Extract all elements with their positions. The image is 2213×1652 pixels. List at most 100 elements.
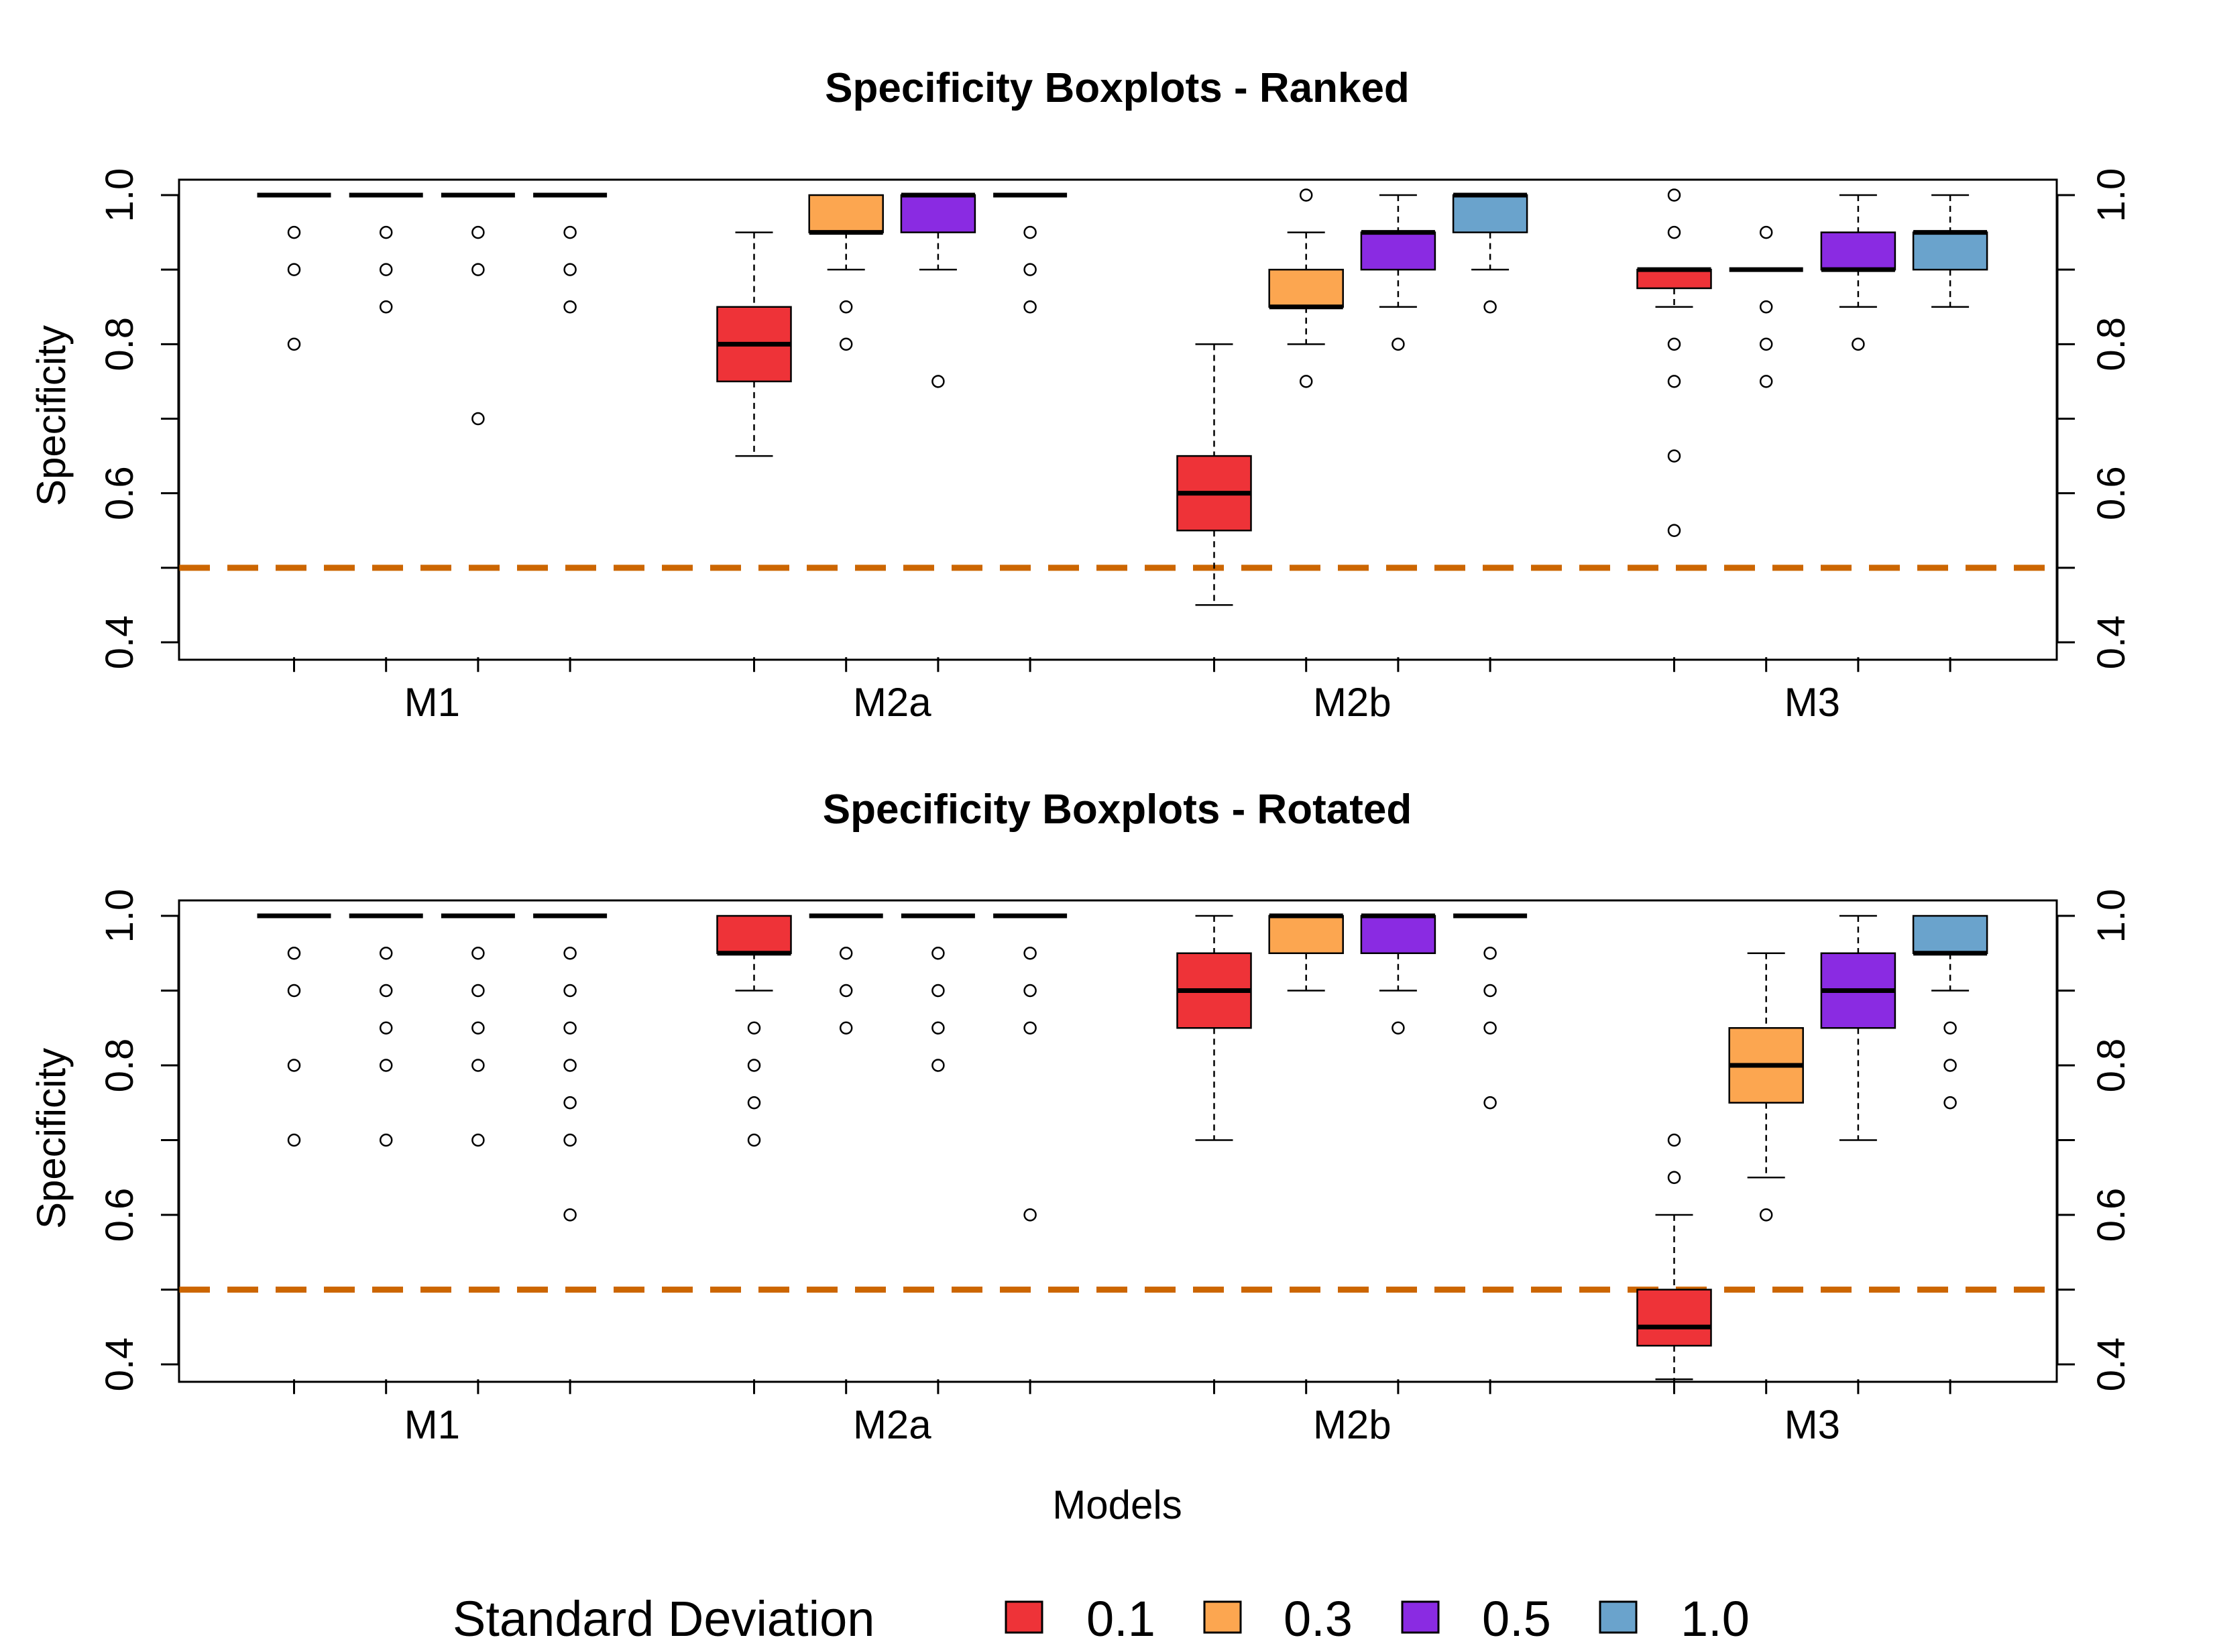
rotated-x-axis-label: Models: [1052, 1482, 1182, 1527]
box-M1-sd-0.5: [441, 913, 515, 1147]
outlier-point: [379, 1059, 393, 1072]
box-M3-sd-0.3: [1729, 225, 1803, 388]
legend-swatch-0.3: [1203, 1600, 1242, 1634]
outlier-point: [287, 263, 301, 276]
box-M2a-sd-0.3: [809, 913, 883, 1035]
legend-entry: 0.3: [1203, 1591, 1353, 1647]
box-M2a-sd-0.5: [900, 192, 976, 388]
outlier-point: [1483, 1021, 1497, 1035]
left-axis-tick-label: 0.6: [98, 466, 141, 520]
box-body: [1268, 268, 1344, 308]
left-axis-tick-label: 0.8: [98, 1039, 141, 1093]
outlier-point: [1023, 225, 1037, 239]
box-body: [716, 914, 792, 954]
rotated-panel: Specificity Boxplots - Rotated Specifici…: [29, 786, 2133, 1527]
outlier-point: [1667, 524, 1681, 537]
box-M1-sd-1.0: [533, 192, 608, 314]
outlier-point: [1483, 300, 1497, 314]
right-axis-tick-label: 1.0: [2090, 168, 2133, 223]
outlier-point: [379, 1133, 393, 1147]
outlier-point: [563, 947, 577, 960]
box-M2b-sd-0.1: [1176, 343, 1252, 606]
outlier-point: [839, 337, 853, 351]
right-axis-tick-label: 0.6: [2090, 466, 2133, 520]
outlier-point: [379, 1021, 393, 1035]
box-M1-sd-0.5: [441, 192, 515, 426]
outlier-point: [1483, 1096, 1497, 1110]
outlier-point: [471, 1021, 485, 1035]
ranked-plot-frame: [178, 178, 2058, 661]
outlier-point: [1667, 1133, 1681, 1147]
box-M3-sd-0.3: [1728, 952, 1804, 1222]
x-axis-category-label: M2b: [1313, 1402, 1392, 1447]
rotated-title: Specificity Boxplots - Rotated: [823, 786, 1412, 833]
outlier-point: [1023, 947, 1037, 960]
left-axis-tick-label: 0.4: [98, 615, 141, 670]
outlier-point: [1023, 1021, 1037, 1035]
outlier-point: [1023, 1208, 1037, 1222]
outlier-point: [747, 1059, 761, 1072]
outlier-point: [1392, 337, 1405, 351]
outlier-point: [1759, 375, 1773, 388]
box-M3-sd-1.0: [1912, 194, 1988, 308]
outlier-point: [931, 1021, 945, 1035]
outlier-point: [839, 1021, 853, 1035]
left-axis-tick-label: 0.6: [98, 1188, 141, 1242]
ranked-y-axis-label: Specificity: [29, 325, 74, 506]
outlier-point: [1023, 984, 1037, 998]
outlier-point: [1667, 225, 1681, 239]
outlier-point: [379, 225, 393, 239]
box-body: [1452, 194, 1528, 233]
x-axis-category-label: M3: [1784, 680, 1840, 725]
box-M3-sd-0.1: [1636, 1133, 1712, 1380]
outlier-point: [1483, 984, 1497, 998]
legend-label-0.5: 0.5: [1482, 1591, 1551, 1647]
outlier-point: [379, 300, 393, 314]
outlier-point: [1759, 337, 1773, 351]
box-M1-sd-0.3: [349, 913, 423, 1147]
outlier-point: [471, 947, 485, 960]
outlier-point: [931, 947, 945, 960]
box-body: [1636, 1289, 1712, 1347]
box-M2a-sd-0.5: [901, 913, 975, 1072]
legend-title: Standard Deviation: [453, 1591, 874, 1647]
outlier-point: [287, 1133, 301, 1147]
outlier-point: [1483, 947, 1497, 960]
outlier-point: [1852, 337, 1865, 351]
box-M2b-sd-1.0: [1452, 192, 1528, 314]
x-axis-category-label: M1: [404, 1402, 460, 1447]
outlier-point: [1759, 225, 1773, 239]
outlier-point: [379, 984, 393, 998]
outlier-point: [1667, 449, 1681, 463]
box-M1-sd-0.1: [257, 913, 331, 1147]
outlier-point: [563, 1096, 577, 1110]
box-M3-sd-0.5: [1820, 914, 1896, 1141]
outlier-point: [1943, 1096, 1957, 1110]
outlier-point: [747, 1096, 761, 1110]
outlier-point: [931, 375, 945, 388]
outlier-point: [563, 1021, 577, 1035]
outlier-point: [1667, 1171, 1681, 1184]
outlier-point: [287, 337, 301, 351]
legend-entry: 0.5: [1401, 1591, 1551, 1647]
left-axis-tick-label: 1.0: [98, 889, 141, 943]
outlier-point: [747, 1021, 761, 1035]
outlier-point: [563, 984, 577, 998]
outlier-point: [1759, 1208, 1773, 1222]
outlier-point: [471, 225, 485, 239]
box-M2b-sd-0.5: [1360, 913, 1436, 1035]
legend-swatch-0.1: [1005, 1600, 1043, 1634]
outlier-point: [287, 1059, 301, 1072]
box-M2b-sd-0.1: [1176, 914, 1252, 1141]
outlier-point: [1299, 375, 1313, 388]
box-M2a-sd-0.1: [716, 914, 792, 1147]
box-M2b-sd-0.3: [1268, 913, 1344, 992]
box-body: [1820, 231, 1896, 271]
box-M2a-sd-0.3: [808, 194, 884, 351]
box-M3-sd-1.0: [1912, 914, 1988, 1110]
box-body: [1912, 914, 1988, 954]
outlier-point: [747, 1133, 761, 1147]
box-M2b-sd-1.0: [1453, 913, 1528, 1110]
right-axis-tick-label: 1.0: [2090, 889, 2133, 943]
